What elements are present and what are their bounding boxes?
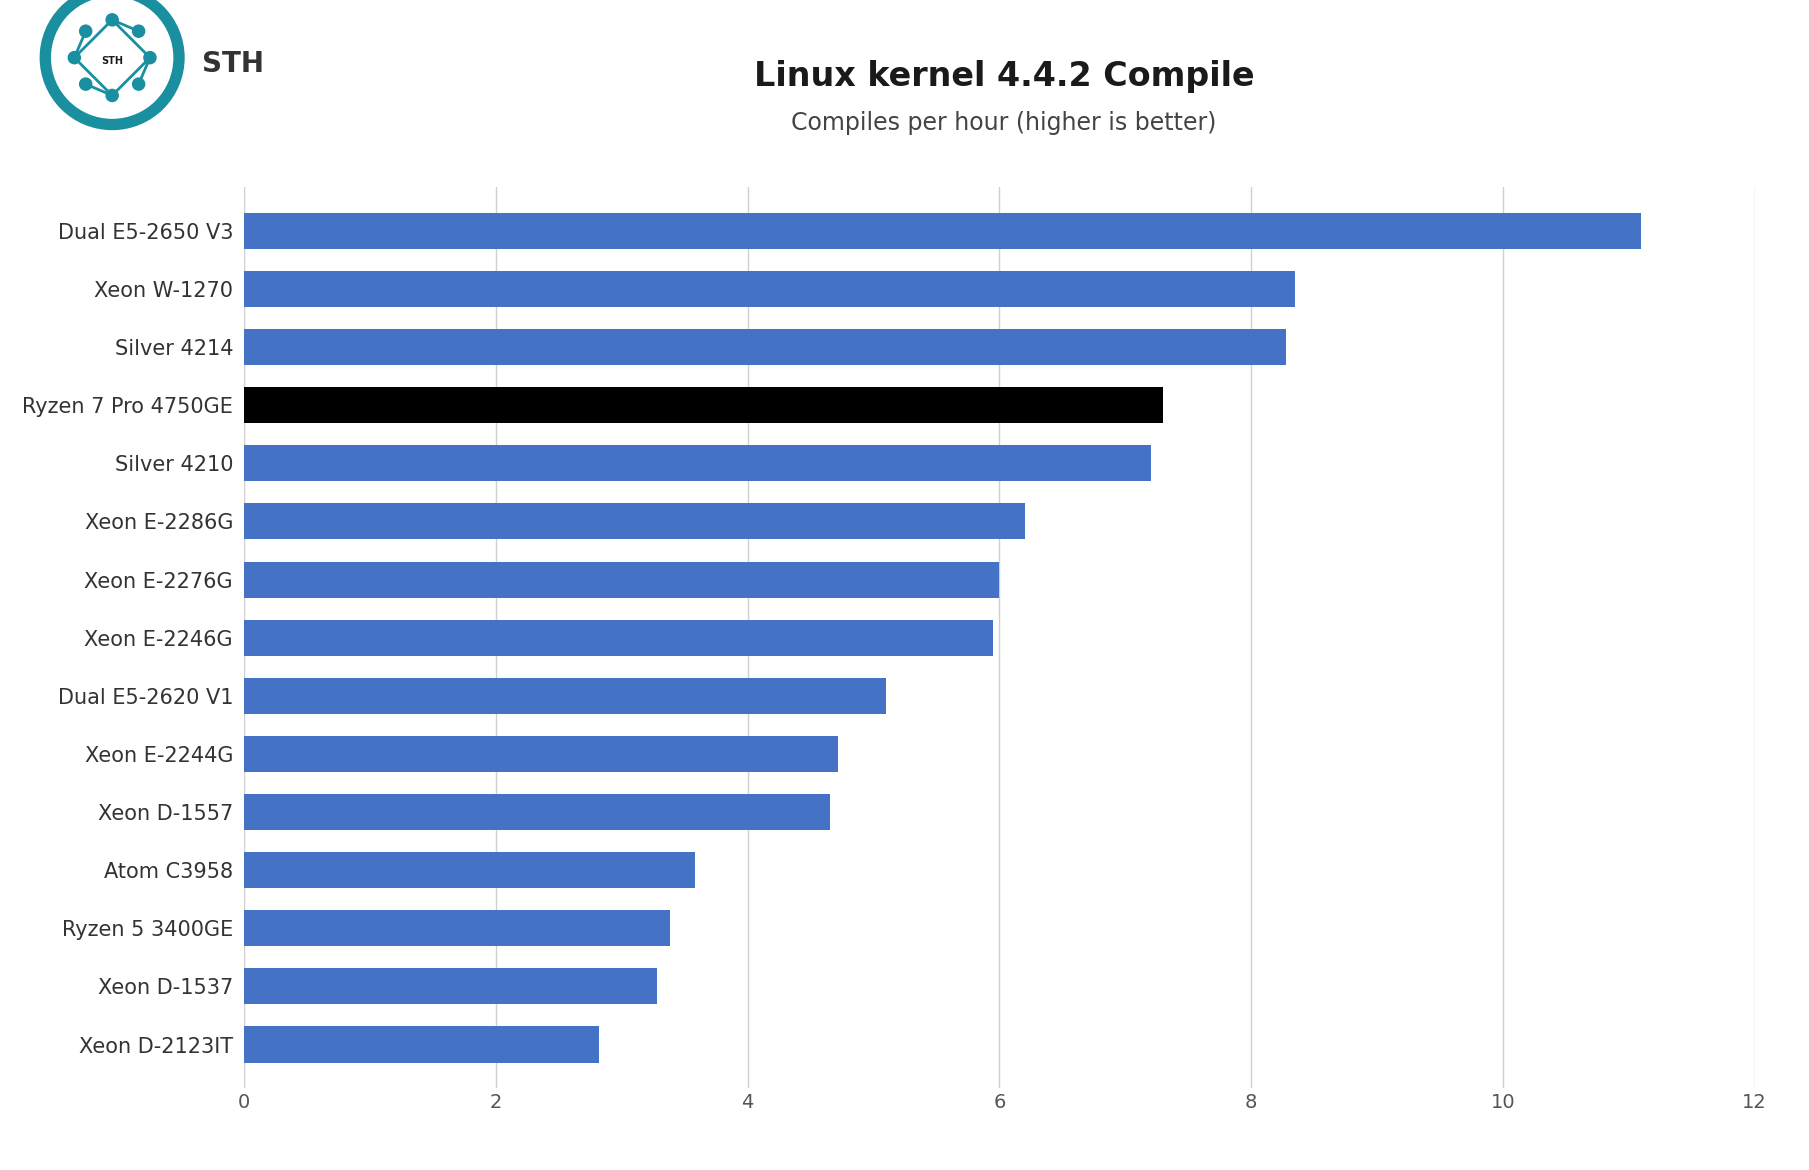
Text: STH: STH	[201, 50, 264, 78]
Bar	[244, 329, 1286, 365]
Circle shape	[132, 25, 145, 37]
Circle shape	[132, 78, 145, 90]
Text: STH: STH	[101, 56, 123, 67]
Circle shape	[107, 14, 118, 26]
Bar	[244, 794, 830, 830]
Text: Linux kernel 4.4.2 Compile: Linux kernel 4.4.2 Compile	[754, 60, 1254, 92]
Bar	[244, 910, 669, 947]
Bar	[244, 736, 838, 772]
Circle shape	[145, 51, 156, 63]
Bar	[244, 677, 886, 714]
Circle shape	[52, 0, 172, 118]
Bar	[244, 213, 1641, 249]
Bar	[244, 271, 1295, 307]
Bar	[244, 969, 657, 1004]
Bar	[244, 562, 999, 598]
Bar	[244, 446, 1151, 481]
Circle shape	[107, 89, 118, 102]
Bar	[244, 387, 1163, 424]
Circle shape	[80, 78, 92, 90]
Circle shape	[80, 25, 92, 37]
Bar	[244, 503, 1024, 539]
Bar	[244, 852, 695, 888]
Circle shape	[69, 51, 80, 63]
Bar	[244, 1026, 599, 1062]
Circle shape	[40, 0, 185, 130]
Bar	[244, 620, 993, 655]
Text: Compiles per hour (higher is better): Compiles per hour (higher is better)	[791, 111, 1217, 135]
